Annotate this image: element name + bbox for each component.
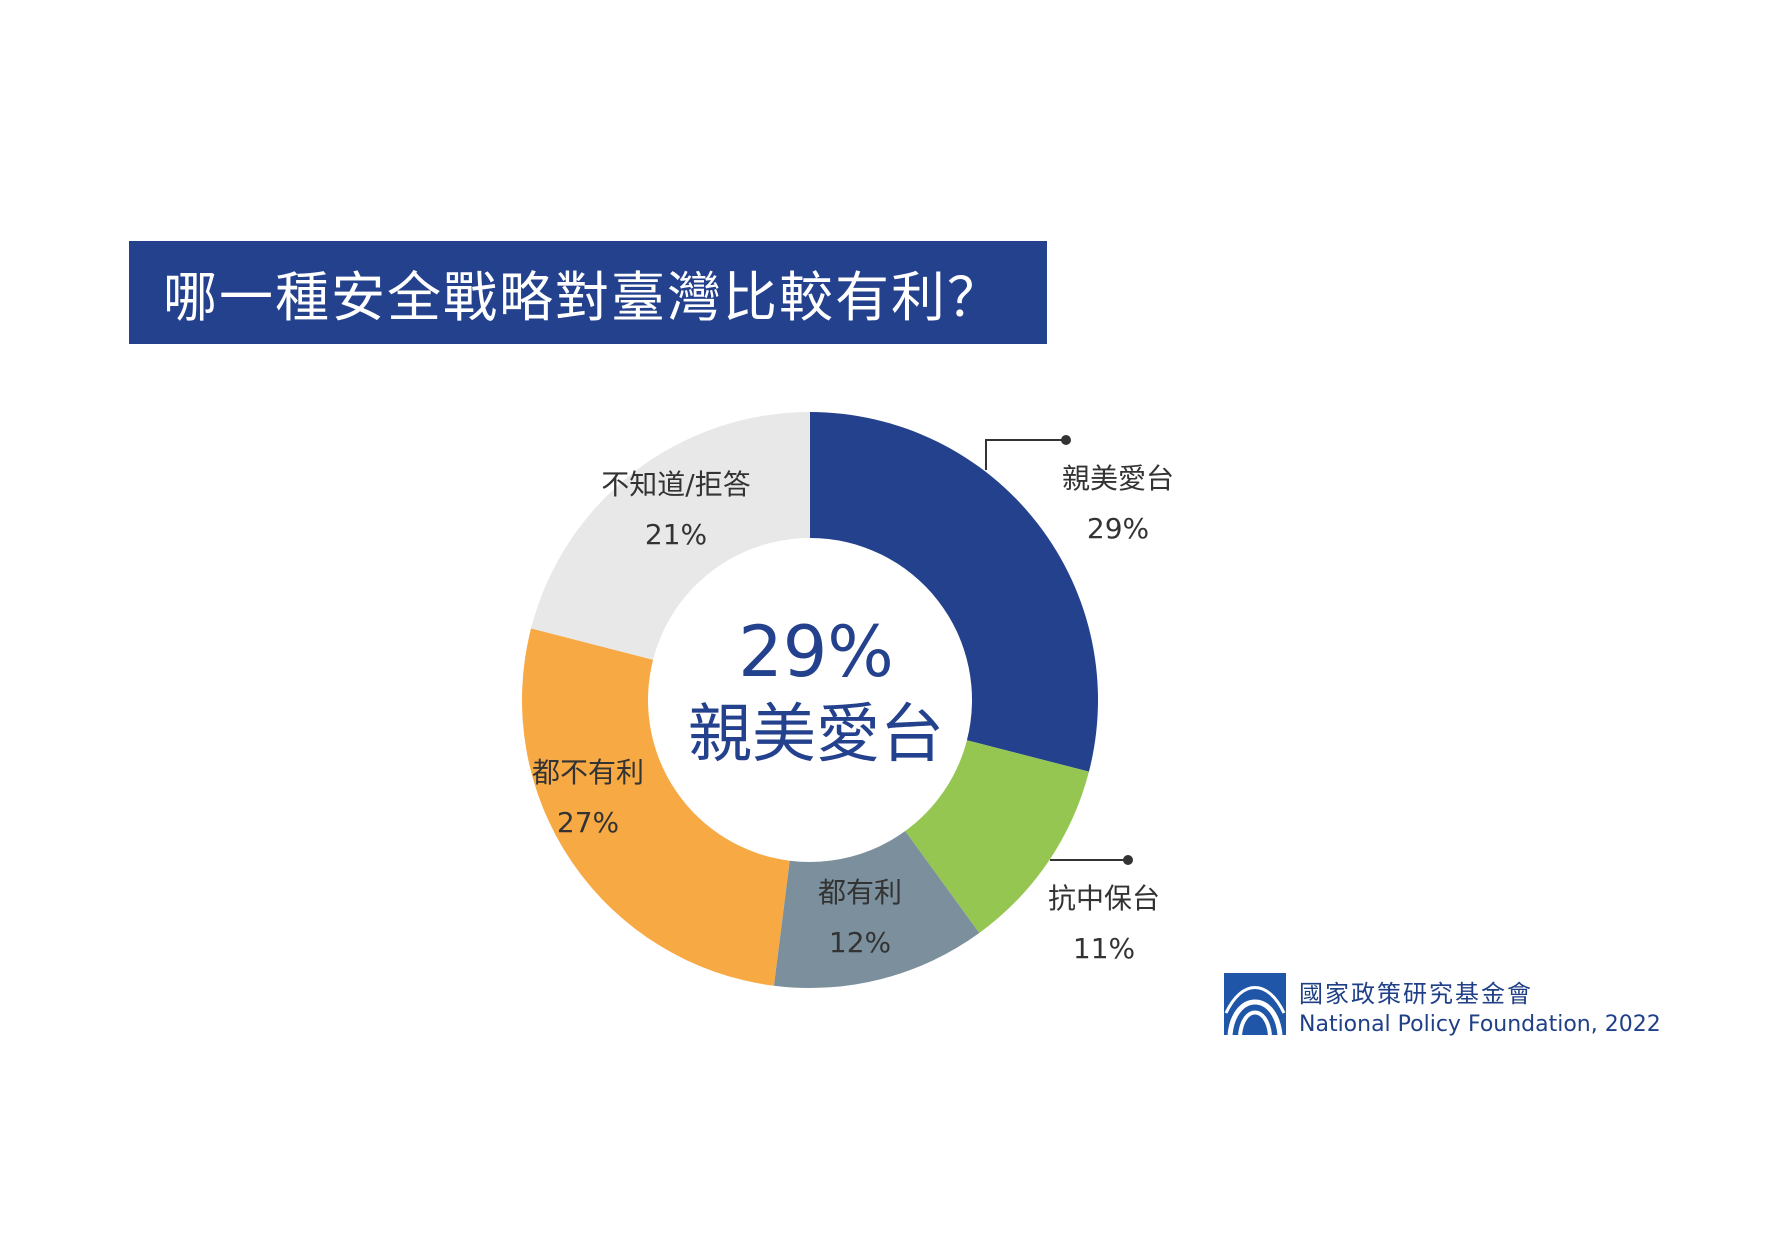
slice-4 bbox=[531, 412, 810, 660]
slice-value-0: 29% bbox=[1087, 512, 1149, 545]
slice-value-2: 12% bbox=[829, 926, 891, 959]
slice-2 bbox=[773, 831, 980, 988]
leader-dot-0 bbox=[1061, 435, 1071, 445]
slice-3 bbox=[522, 628, 790, 986]
npf-logo-icon bbox=[1224, 973, 1286, 1035]
slice-0 bbox=[810, 412, 1098, 772]
slice-value-4: 21% bbox=[645, 518, 707, 551]
slice-label-1: 抗中保台 bbox=[1048, 882, 1160, 915]
center-label: 親美愛台 bbox=[688, 698, 944, 772]
slice-label-4: 不知道/拒答 bbox=[601, 468, 750, 501]
slice-label-0: 親美愛台 bbox=[1062, 462, 1174, 495]
org-name-en: National Policy Foundation, 2022 bbox=[1299, 1012, 1661, 1037]
slice-value-1: 11% bbox=[1073, 932, 1135, 965]
center-value: 29% bbox=[738, 611, 894, 693]
slice-label-3: 都不有利 bbox=[532, 756, 644, 789]
org-name: 國家政策研究基金會 bbox=[1299, 980, 1533, 1008]
leader-line-0 bbox=[985, 439, 1066, 470]
slice-label-2: 都有利 bbox=[818, 876, 902, 909]
chart-title: 哪一種安全戰略對臺灣比較有利？ bbox=[129, 241, 1047, 344]
slice-value-3: 27% bbox=[557, 806, 619, 839]
slice-1 bbox=[905, 740, 1089, 933]
leader-dot-1 bbox=[1123, 855, 1133, 865]
